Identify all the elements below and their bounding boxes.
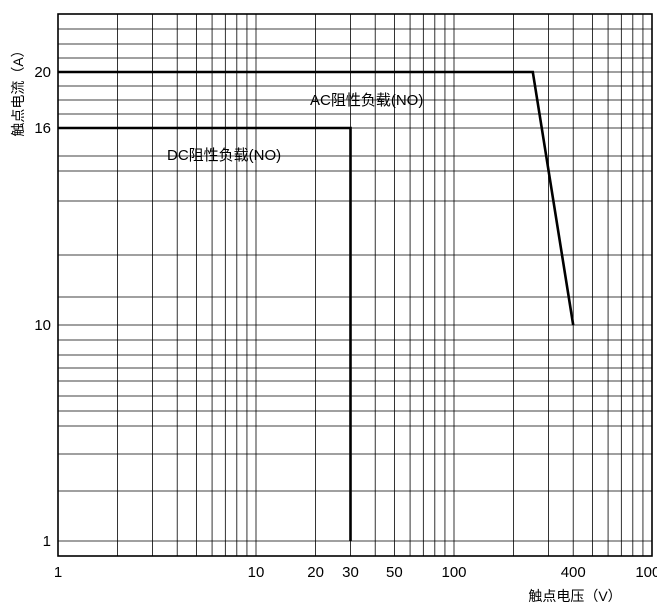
annotation-label: AC阻性负载(NO) — [310, 92, 423, 109]
x-tick-labels: 1 10 20 30 50 100 400 1000 — [54, 564, 657, 581]
x-tick-label: 100 — [441, 564, 466, 581]
vertical-gridlines — [117, 14, 644, 556]
y-axis-label: 触点电流（A） — [10, 43, 26, 136]
series-line-0 — [58, 70, 575, 326]
series-line-1 — [58, 126, 352, 541]
series-layer — [58, 70, 575, 541]
annotations: AC阻性负载(NO) DC阻性负载(NO) — [167, 92, 423, 164]
x-tick-label: 1000 — [635, 564, 657, 581]
x-tick-label: 10 — [248, 564, 265, 581]
y-tick-label: 10 — [34, 317, 51, 334]
x-tick-label: 400 — [561, 564, 586, 581]
x-tick-label: 1 — [54, 564, 62, 581]
y-tick-label: 20 — [34, 64, 51, 81]
horizontal-gridlines — [58, 28, 652, 542]
y-tick-labels: 1 10 16 20 — [34, 64, 51, 550]
annotation-label: DC阻性负载(NO) — [167, 147, 281, 164]
x-axis-label: 触点电压（V） — [528, 588, 621, 604]
x-tick-label: 20 — [307, 564, 324, 581]
y-tick-label: 16 — [34, 120, 51, 137]
y-tick-label: 1 — [43, 533, 51, 550]
x-tick-label: 30 — [342, 564, 359, 581]
x-tick-label: 50 — [386, 564, 403, 581]
plot-frame — [57, 13, 653, 557]
